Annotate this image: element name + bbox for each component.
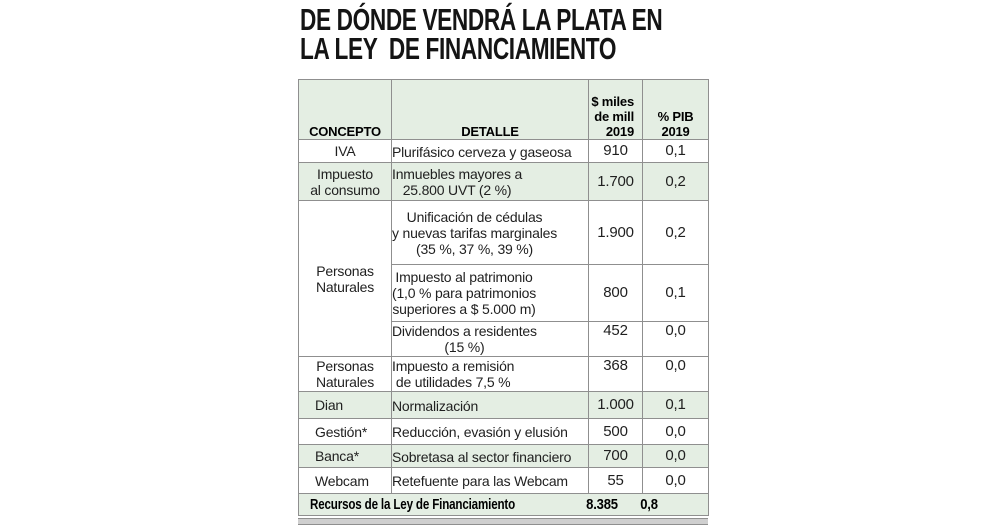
miles-cell: 700	[588, 444, 643, 468]
detalle-cell: Impuesto al patrimonio (1,0 % para patri…	[391, 264, 589, 322]
miles-cell: 910	[588, 139, 643, 163]
detalle-text: Inmuebles mayores a 25.800 UVT (2 %)	[392, 165, 523, 198]
detalle-cell: Impuesto a remisión de utilidades 7,5 %	[391, 356, 589, 392]
detalle-text: Unificación de cédulas y nuevas tarifas …	[392, 208, 558, 257]
pib-cell: 0,2	[642, 162, 709, 201]
table-row: Banca* Sobretasa al sector financiero 70…	[298, 444, 709, 468]
col-header-pib: % PIB 2019	[642, 79, 709, 140]
header-row: CONCEPTO DETALLE $ miles de mill 2019 % …	[298, 79, 709, 140]
pib-cell: 0,0	[642, 356, 709, 392]
pib-cell: 0,0	[642, 418, 709, 445]
table-row: Webcam Retefuente para las Webcam 55 0,0	[298, 467, 709, 494]
concepto-cell: Personas Naturales	[298, 356, 392, 392]
detalle-cell: Unificación de cédulas y nuevas tarifas …	[391, 200, 589, 265]
detalle-cell: Reducción, evasión y elusión	[391, 418, 589, 445]
miles-cell: 452	[588, 321, 643, 357]
concepto-cell: Impuesto al consumo	[298, 162, 392, 201]
concepto-cell-personas-naturales: Personas Naturales	[298, 200, 392, 357]
table-row: Impuesto al patrimonio (1,0 % para patri…	[299, 264, 709, 322]
total-pib-value: 0,8	[640, 496, 658, 513]
detalle-text: Plurifásico cerveza y gaseosa	[392, 143, 572, 160]
page-title: DE DÓNDE VENDRÁ LA PLATA EN LA LEY DE FI…	[300, 2, 663, 66]
detalle-text: Retefuente para las Webcam	[392, 473, 569, 490]
total-label: Recursos de la Ley de Financiamiento	[310, 496, 516, 513]
total-row-cell: Recursos de la Ley de Financiamiento 8.3…	[298, 493, 709, 516]
table-row: Impuesto al consumo Inmuebles mayores a …	[298, 162, 709, 201]
detalle-text: Sobretasa al sector financiero	[392, 448, 572, 465]
pib-cell: 0,1	[642, 391, 709, 419]
detalle-cell: Normalización	[391, 391, 589, 419]
detalle-cell: Dividendos a residentes (15 %)	[391, 321, 589, 357]
detalle-text: Reducción, evasión y elusión	[392, 424, 568, 441]
miles-cell: 800	[588, 264, 643, 322]
detalle-text: Impuesto a remisión de utilidades 7,5 %	[392, 358, 515, 390]
detalle-text: Normalización	[392, 397, 479, 414]
miles-cell: 368	[588, 356, 643, 392]
concepto-cell: Banca*	[298, 444, 392, 468]
financing-table: CONCEPTO DETALLE $ miles de mill 2019 % …	[298, 79, 709, 516]
table-row: Dian Normalización 1.000 0,1	[298, 391, 709, 419]
bottom-rule-bar	[298, 518, 708, 525]
miles-cell: 1.000	[588, 391, 643, 419]
detalle-text: Impuesto al patrimonio (1,0 % para patri…	[392, 269, 537, 317]
pib-cell: 0,2	[642, 200, 709, 265]
pib-cell: 0,0	[642, 321, 709, 357]
col-header-concepto: CONCEPTO	[298, 79, 392, 140]
table-row: Gestión* Reducción, evasión y elusión 50…	[298, 418, 709, 445]
detalle-cell: Inmuebles mayores a 25.800 UVT (2 %)	[391, 162, 589, 201]
table-row: Personas Naturales Impuesto a remisión d…	[298, 356, 709, 392]
total-row: Recursos de la Ley de Financiamiento 8.3…	[298, 493, 709, 516]
total-miles-value: 8.385	[586, 496, 618, 513]
pib-cell: 0,0	[642, 467, 709, 494]
concepto-cell: Gestión*	[298, 418, 392, 445]
pib-cell: 0,0	[642, 444, 709, 468]
table-row: IVA Plurifásico cerveza y gaseosa 910 0,…	[298, 139, 709, 163]
concepto-cell: IVA	[298, 139, 392, 163]
detalle-cell: Sobretasa al sector financiero	[391, 444, 589, 468]
detalle-text: Dividendos a residentes (15 %)	[392, 323, 538, 355]
col-header-detalle: DETALLE	[391, 79, 589, 140]
detalle-cell: Retefuente para las Webcam	[391, 467, 589, 494]
pib-cell: 0,1	[642, 264, 709, 322]
pib-cell: 0,1	[642, 139, 709, 163]
concepto-cell: Dian	[298, 391, 392, 419]
concepto-cell: Webcam	[298, 467, 392, 494]
detalle-cell: Plurifásico cerveza y gaseosa	[391, 139, 589, 163]
miles-cell: 1.700	[588, 162, 643, 201]
miles-cell: 55	[588, 467, 643, 494]
table-row: Personas Naturales Unificación de cédula…	[298, 200, 709, 357]
miles-cell: 500	[588, 418, 643, 445]
col-header-miles: $ miles de mill 2019	[588, 79, 643, 140]
miles-cell: 1.900	[588, 200, 643, 265]
